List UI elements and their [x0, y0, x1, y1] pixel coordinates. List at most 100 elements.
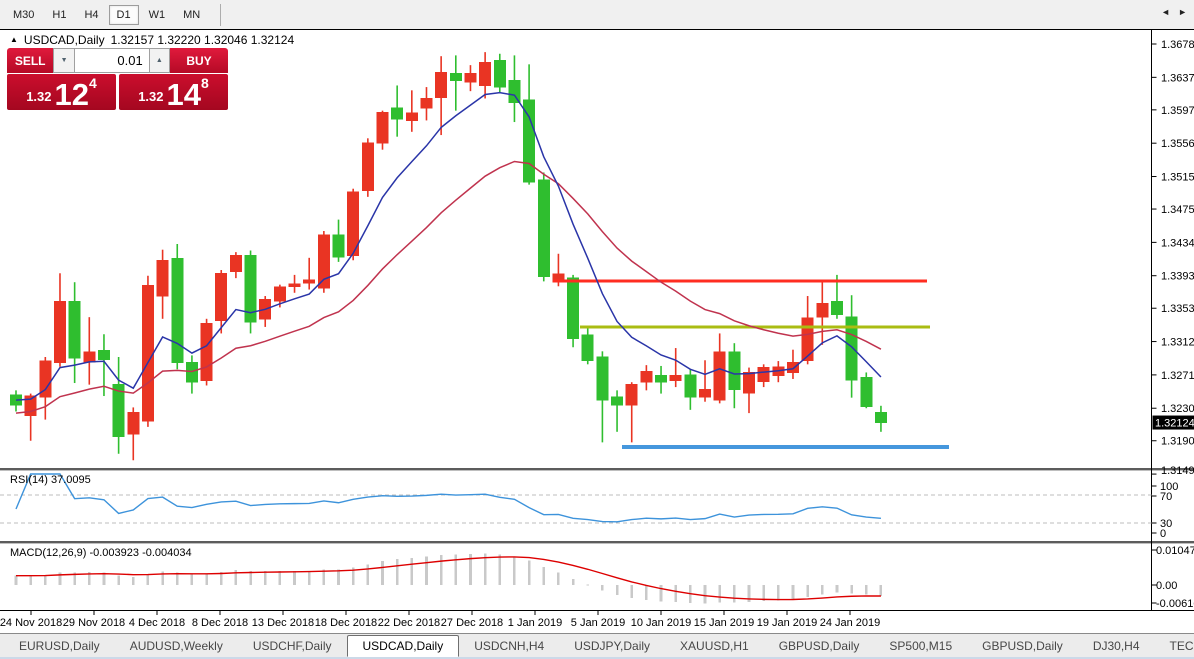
macd-histogram-bar [542, 567, 546, 585]
macd-histogram-bar [879, 585, 883, 597]
macd-histogram-bar [806, 585, 809, 597]
sell-price-pip: 4 [89, 75, 97, 91]
candle-body [288, 283, 301, 287]
macd-histogram-bar [410, 557, 414, 585]
candle-body [185, 362, 198, 383]
buy-price-panel[interactable]: 1.32 14 8 [119, 74, 228, 110]
timeframe-button-d1[interactable]: D1 [108, 4, 139, 25]
timeframe-button-h1[interactable]: H1 [52, 8, 67, 21]
date-axis-label: 8 Dec 2018 [192, 617, 248, 629]
tab-eurusd-daily[interactable]: EURUSD,Daily [19, 638, 100, 653]
macd-histogram-bar [190, 574, 194, 585]
price-axis-label: 1.34340 [1161, 237, 1194, 249]
sell-button[interactable]: SELL [7, 48, 54, 73]
tab-gbpusd-daily[interactable]: GBPUSD,Daily [778, 638, 860, 653]
candle-body [83, 351, 96, 363]
macd-histogram-bar [835, 585, 839, 593]
price-axis-label: 1.31900 [1161, 436, 1194, 448]
candle-body [684, 374, 697, 398]
timeframe-button-h4[interactable]: H4 [84, 8, 99, 21]
macd-axis-label: 0.010471 [1156, 545, 1194, 557]
date-axis-label: 5 Jan 2019 [571, 617, 625, 629]
tab-usdchf-daily[interactable]: USDCHF,Daily [252, 638, 332, 653]
date-axis-label: 13 Dec 2018 [252, 617, 314, 629]
date-axis[interactable]: 24 Nov 2018 29 Nov 2018 4 Dec 2018 8 Dec 20… [0, 611, 880, 629]
tab-gbpusd-daily[interactable]: GBPUSD,Daily [982, 638, 1063, 653]
candle-body [200, 323, 213, 382]
candle-body [640, 371, 653, 383]
candle-body [215, 272, 228, 321]
macd-histogram-bar [703, 585, 707, 604]
chart-tab-bar: EURUSD,Daily AUDUSD,Weekly USDCHF,Daily USD… [0, 633, 1194, 657]
macd-signal-line [15, 556, 881, 601]
tab-dj30-h4[interactable]: DJ30,H4 [1092, 638, 1140, 653]
current-price-tag [1152, 415, 1194, 430]
macd-histogram-bar [234, 570, 238, 585]
tab-usdcnh-h4[interactable]: USDCNH,H4 [474, 638, 545, 653]
tabs-scroll-right-icon[interactable]: ► [1178, 7, 1187, 17]
macd-histogram-bar [307, 570, 311, 585]
timeframe-button-w1[interactable]: W1 [148, 8, 166, 21]
candle-body [845, 316, 858, 381]
sell-price-panel[interactable]: 1.32 12 4 [7, 74, 116, 110]
candle-body [405, 112, 418, 121]
date-axis-label: 19 Jan 2019 [757, 617, 818, 629]
macd-histogram-bar [73, 572, 76, 585]
buy-button[interactable]: BUY [170, 48, 228, 73]
macd-histogram-bar [747, 585, 751, 603]
date-axis-label: 18 Dec 2018 [315, 617, 377, 629]
rsi-axis-label: 100 [1160, 481, 1178, 493]
candle-body [757, 367, 770, 382]
volume-increase-button[interactable]: ▲ [148, 48, 171, 73]
buy-price-handle: 1.32 [138, 89, 164, 104]
moving-averages [15, 91, 882, 414]
candle-body [655, 375, 668, 383]
candle-body [171, 258, 184, 364]
candle-body [860, 376, 873, 408]
tab-xauusd-h1[interactable]: XAUUSD,H1 [680, 638, 749, 653]
candle-body [786, 362, 799, 373]
buy-price-pip: 8 [201, 75, 209, 91]
candle-body [376, 111, 389, 144]
date-axis-label: 4 Dec 2018 [129, 617, 185, 629]
tab-sp500-m15[interactable]: SP500,M15 [889, 638, 953, 653]
tab-usdjpy-daily[interactable]: USDJPY,Daily [574, 638, 651, 653]
price-axis[interactable]: 1.36780 1.36370 1.35970 1.35560 1.35150 1.347… [1151, 39, 1194, 477]
candle-body [112, 384, 125, 438]
price-axis-label: 1.34750 [1161, 204, 1194, 216]
price-axis-label: 1.32710 [1161, 370, 1194, 382]
tabs-scroll-left-icon[interactable]: ◄ [1161, 7, 1171, 17]
rsi-axis-label: 0 [1160, 528, 1166, 540]
macd-histogram-bar [718, 585, 721, 603]
macd-histogram-bar [366, 564, 370, 585]
timeframe-button-mn[interactable]: MN [183, 8, 201, 21]
volume-input[interactable] [74, 48, 149, 73]
timeframe-button-m30[interactable]: M30 [13, 8, 35, 21]
candle-body [479, 62, 492, 86]
macd-histogram-bar [278, 571, 282, 585]
candle-body [743, 371, 755, 394]
macd-axis-label: 0.00 [1156, 580, 1177, 592]
sell-price-big: 12 [54, 76, 89, 112]
tab-audusd-weekly[interactable]: AUDUSD,Weekly [129, 638, 223, 653]
candle-body [156, 259, 169, 297]
candle-body [68, 301, 81, 359]
tab-tech100-h1[interactable]: TECH100,H1 [1169, 638, 1194, 653]
macd-histogram-bar [351, 567, 355, 585]
candle-body [493, 59, 506, 88]
candle-body [127, 411, 140, 435]
date-axis-label: 1 Jan 2019 [508, 617, 562, 629]
macd-histogram-bar [249, 571, 252, 585]
macd-histogram-bar [131, 577, 135, 585]
macd-histogram-bar [219, 572, 223, 585]
macd-histogram-bar [263, 571, 267, 585]
volume-decrease-button[interactable]: ▼ [53, 48, 75, 73]
macd-histogram-bar [659, 585, 663, 602]
macd-histogram-bar [850, 585, 853, 594]
price-axis-label: 1.33530 [1161, 303, 1194, 315]
price-axis-label: 1.35970 [1161, 105, 1194, 117]
rsi-line [15, 473, 881, 523]
macd-histogram-bar [571, 578, 575, 585]
tab-usdcad-daily[interactable]: USDCAD,Daily [346, 635, 460, 657]
